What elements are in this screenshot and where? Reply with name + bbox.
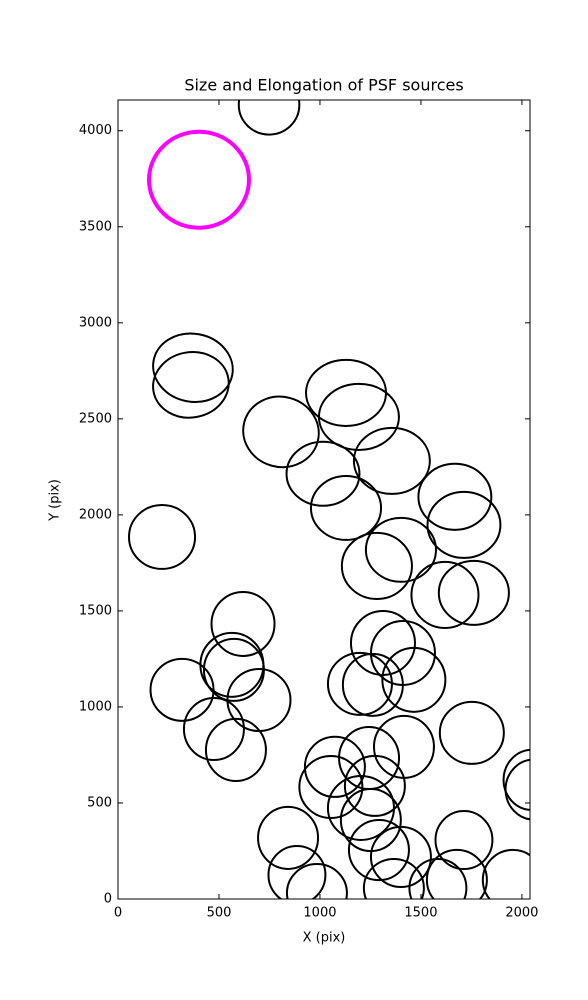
y-tick-label: 3000 xyxy=(79,315,112,330)
source-ellipse xyxy=(317,382,400,451)
source-ellipse xyxy=(438,700,505,765)
source-ellipse xyxy=(434,810,494,871)
source-ellipse xyxy=(502,748,530,811)
source-ellipse xyxy=(410,560,480,629)
y-tick-label: 3500 xyxy=(79,219,112,234)
source-ellipse xyxy=(128,503,197,570)
source-ellipse xyxy=(285,440,361,507)
x-tick-label: 1000 xyxy=(303,906,336,921)
source-ellipse xyxy=(237,100,301,136)
source-ellipse xyxy=(352,426,431,495)
y-tick-label: 1500 xyxy=(79,603,112,618)
plot-frame xyxy=(117,99,531,900)
source-ellipse xyxy=(338,726,401,791)
source-ellipse xyxy=(149,657,215,722)
y-tick-label: 1000 xyxy=(79,699,112,714)
plot-area xyxy=(128,100,530,899)
y-tick-label: 2000 xyxy=(79,507,112,522)
y-axis-label: Y (pix) xyxy=(48,479,63,522)
y-tick-label: 500 xyxy=(87,795,112,810)
source-ellipse xyxy=(257,805,320,870)
chart-title: Size and Elongation of PSF sources xyxy=(184,76,463,95)
source-ellipse xyxy=(309,474,383,541)
source-ellipse xyxy=(417,462,493,531)
source-ellipse xyxy=(341,652,404,717)
source-ellipse xyxy=(204,717,267,782)
source-ellipse xyxy=(481,848,530,899)
source-ellipse xyxy=(437,559,510,626)
source-ellipse xyxy=(372,714,435,779)
y-tick-label: 0 xyxy=(104,892,112,907)
source-ellipse xyxy=(408,858,468,899)
y-tick-label: 2500 xyxy=(79,411,112,426)
source-ellipse xyxy=(210,590,276,657)
source-ellipse xyxy=(298,755,364,820)
source-ellipse xyxy=(182,697,245,762)
source-ellipse xyxy=(242,395,320,469)
source-ellipse xyxy=(303,735,366,798)
x-tick-label: 1500 xyxy=(404,906,437,921)
x-tick-label: 2000 xyxy=(505,906,538,921)
reference-ellipse xyxy=(147,129,251,230)
source-ellipse xyxy=(285,863,348,899)
source-ellipse xyxy=(326,651,393,716)
source-ellipse xyxy=(152,351,230,419)
source-ellipse xyxy=(504,758,530,821)
source-ellipse xyxy=(152,332,234,403)
source-ellipse xyxy=(381,646,447,713)
source-ellipse xyxy=(362,858,425,899)
x-tick-label: 0 xyxy=(114,906,122,921)
source-ellipse xyxy=(340,531,413,600)
y-tick-label: 4000 xyxy=(79,123,112,138)
source-ellipse xyxy=(364,516,437,583)
x-tick-label: 500 xyxy=(207,906,232,921)
x-axis-label: X (pix) xyxy=(303,931,346,946)
source-ellipse xyxy=(425,848,488,899)
source-ellipse xyxy=(343,754,406,817)
source-ellipse xyxy=(369,825,432,888)
source-ellipse xyxy=(267,844,327,899)
source-ellipse xyxy=(347,818,410,882)
source-ellipse xyxy=(369,619,436,686)
source-ellipse xyxy=(426,490,502,559)
source-ellipse xyxy=(326,774,395,841)
